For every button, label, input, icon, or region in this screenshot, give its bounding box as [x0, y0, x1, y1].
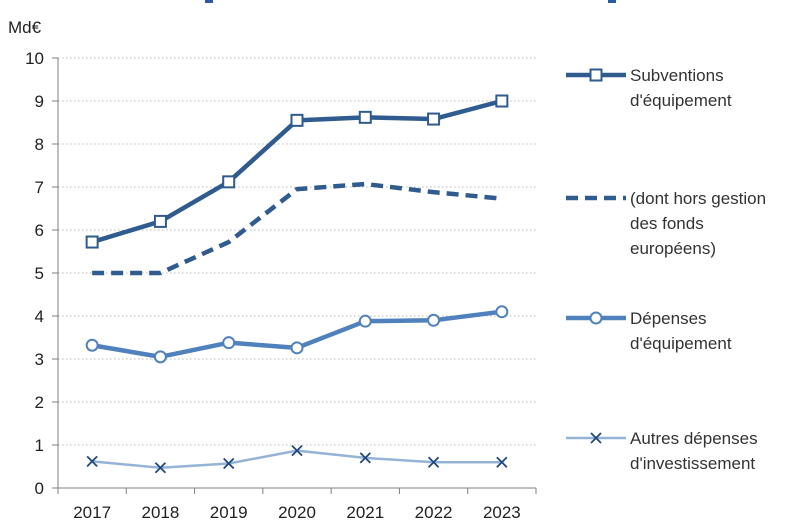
- legend: Subventions d'équipement (dont hors gestio…: [566, 66, 766, 473]
- series-4-point: [223, 457, 235, 470]
- legend-marker: [589, 311, 603, 325]
- series-1-point: [427, 112, 441, 126]
- axes: [52, 57, 537, 494]
- legend-entry-2: (dont hors gestion des fonds européens): [566, 189, 766, 258]
- y-tick-label: 6: [35, 221, 44, 240]
- legend-label: d'équipement: [630, 91, 732, 110]
- legend-label: des fonds: [630, 214, 704, 233]
- series-3-point: [222, 336, 236, 350]
- x-tick-label: 2019: [210, 503, 248, 522]
- series-3-point: [290, 341, 304, 355]
- series-line-4: [90, 449, 504, 470]
- series-3-point: [495, 305, 509, 319]
- x-tick-label: 2020: [278, 503, 316, 522]
- series-1-point: [153, 214, 167, 228]
- series-layer: [85, 94, 509, 474]
- legend-label: Subventions: [630, 66, 724, 85]
- cropped-title-fragment-left: [205, 0, 213, 3]
- x-tick-label: 2021: [346, 503, 384, 522]
- series-line-2: [92, 181, 503, 276]
- series-4-point: [427, 456, 440, 468]
- y-axis-unit-label: Md€: [8, 18, 42, 37]
- series-1-point: [290, 113, 304, 127]
- legend-entry-4: Autres dépenses d'investissement: [566, 429, 758, 473]
- y-tick-label: 10: [25, 49, 44, 68]
- y-tick-label: 4: [35, 307, 44, 326]
- series-4-point: [154, 462, 167, 474]
- legend-label: d'équipement: [630, 334, 732, 353]
- series-3-point: [427, 313, 441, 327]
- series-4-point: [496, 456, 508, 468]
- legend-marker: [589, 68, 603, 82]
- legend-label: européens): [630, 239, 716, 258]
- series-1-point: [222, 175, 236, 189]
- y-tick-label: 8: [35, 135, 44, 154]
- legend-label: (dont hors gestion: [630, 189, 766, 208]
- legend-label: Autres dépenses: [630, 429, 758, 448]
- x-tick-label: 2017: [73, 503, 111, 522]
- series-1-point: [358, 110, 372, 124]
- x-tick-labels: 2017 2018 2019 2020 2021 2022 2023: [73, 503, 521, 522]
- x-tick-label: 2018: [142, 503, 180, 522]
- y-tick-label: 7: [35, 178, 44, 197]
- cropped-title-fragment-right: [608, 0, 616, 3]
- series-4-point: [291, 444, 303, 457]
- y-tick-label: 9: [35, 92, 44, 111]
- series-4-point: [359, 452, 371, 464]
- y-tick-labels: 0 1 2 3 4 5 6 7 8 9 10: [25, 49, 44, 498]
- series-1-point: [495, 94, 509, 108]
- series-3-point: [153, 350, 167, 364]
- series-3-point: [358, 314, 372, 328]
- legend-entry-1: Subventions d'équipement: [566, 66, 732, 110]
- y-tick-label: 3: [35, 350, 44, 369]
- x-tick-label: 2023: [483, 503, 521, 522]
- y-tick-label: 2: [35, 393, 44, 412]
- legend-marker: [590, 432, 602, 444]
- series-4-point: [86, 455, 98, 467]
- series-3-point: [85, 338, 99, 352]
- legend-entry-3: Dépenses d'équipement: [566, 309, 732, 353]
- series-1-point: [85, 235, 99, 249]
- x-tick-label: 2022: [415, 503, 453, 522]
- y-tick-label: 5: [35, 264, 44, 283]
- y-tick-label: 1: [35, 436, 44, 455]
- legend-label: Dépenses: [630, 309, 707, 328]
- y-tick-label: 0: [35, 479, 44, 498]
- legend-label: d'investissement: [630, 454, 755, 473]
